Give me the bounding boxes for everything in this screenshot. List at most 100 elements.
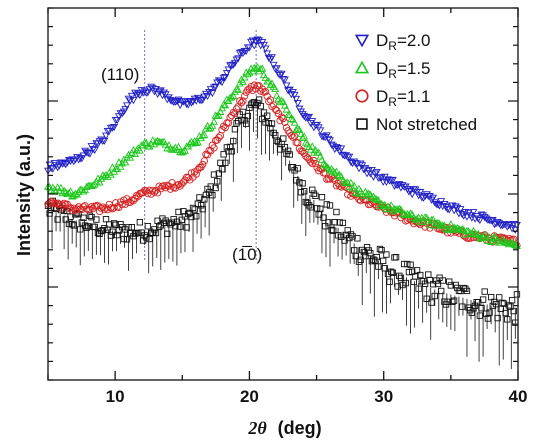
series-2	[44, 81, 521, 250]
data-point	[406, 209, 415, 217]
data-point	[459, 225, 468, 233]
data-point	[277, 96, 286, 104]
data-point	[243, 120, 250, 127]
data-point	[174, 96, 183, 104]
data-point	[108, 124, 117, 132]
data-point	[116, 162, 125, 170]
data-point	[444, 298, 451, 306]
data-point	[80, 214, 87, 221]
data-point	[396, 272, 403, 280]
data-point	[280, 76, 289, 84]
data-point	[371, 170, 380, 178]
data-point	[113, 165, 122, 173]
data-point	[463, 287, 471, 295]
data-point	[275, 138, 282, 146]
data-point	[280, 135, 287, 142]
data-point	[290, 91, 299, 99]
data-point	[192, 138, 201, 147]
data-point	[380, 257, 387, 265]
series-1	[44, 63, 521, 250]
data-point	[64, 188, 73, 197]
annotation-110: (110)	[101, 65, 139, 84]
data-point	[406, 187, 415, 195]
data-point	[421, 213, 430, 221]
legend-marker	[354, 60, 370, 74]
data-point	[321, 161, 330, 169]
data-point	[491, 298, 498, 306]
data-point	[224, 66, 233, 74]
data-point	[267, 125, 274, 132]
data-point	[474, 215, 483, 223]
data-point	[237, 99, 246, 107]
data-point	[475, 217, 484, 225]
data-point	[489, 302, 496, 310]
data-point	[65, 220, 73, 227]
data-point	[388, 268, 395, 275]
data-point	[445, 206, 454, 214]
data-point	[241, 117, 248, 124]
data-point	[467, 214, 476, 222]
data-point	[434, 201, 442, 209]
data-point	[373, 253, 380, 261]
reference-lines	[144, 30, 257, 261]
data-point	[287, 114, 296, 122]
data-point	[447, 282, 455, 289]
data-point	[263, 112, 271, 119]
data-point	[338, 233, 345, 241]
data-point	[299, 180, 306, 187]
legend: DR=2.0 DR=1.5 DR=1.1 Not stretched	[354, 31, 477, 134]
data-point	[232, 85, 241, 93]
legend-label: DR=1.5	[376, 59, 431, 81]
data-point	[354, 235, 361, 242]
data-point	[303, 114, 312, 122]
data-point	[318, 194, 326, 201]
data-point	[100, 205, 109, 214]
data-point	[281, 143, 289, 151]
data-point	[428, 299, 435, 306]
legend-item-2: DR=1.1	[355, 87, 431, 109]
data-point	[82, 182, 91, 190]
data-point	[374, 196, 383, 204]
data-point	[216, 131, 225, 140]
legend-label: DR=1.1	[376, 87, 431, 109]
data-point	[410, 278, 417, 286]
data-point	[199, 160, 207, 169]
data-point	[51, 204, 58, 212]
data-point	[356, 160, 365, 168]
data-point	[79, 187, 88, 195]
data-point	[144, 223, 152, 230]
data-point	[490, 232, 499, 240]
data-point	[485, 233, 494, 241]
data-point	[311, 159, 320, 168]
data-point	[488, 234, 497, 242]
data-point	[287, 131, 295, 140]
data-point	[322, 162, 331, 170]
data-point	[192, 170, 200, 178]
data-point	[189, 204, 197, 212]
data-point	[55, 187, 64, 195]
data-point	[405, 268, 413, 276]
data-point	[504, 240, 513, 248]
data-point	[135, 146, 144, 154]
data-point	[472, 230, 481, 239]
data-point	[508, 238, 517, 246]
data-point	[333, 208, 340, 216]
data-point	[247, 38, 256, 46]
data-point	[197, 97, 206, 105]
data-point	[255, 37, 264, 45]
data-point	[182, 100, 191, 109]
data-point	[345, 153, 354, 161]
data-point	[312, 192, 319, 200]
data-points	[44, 36, 521, 370]
data-point	[276, 71, 285, 80]
data-point	[160, 182, 168, 190]
data-point	[379, 202, 388, 210]
data-point	[201, 90, 210, 99]
data-point	[89, 181, 98, 189]
data-point	[355, 258, 363, 265]
data-point	[500, 300, 508, 307]
data-point	[479, 296, 487, 303]
data-point	[432, 201, 441, 209]
data-point	[372, 195, 381, 203]
data-point	[344, 227, 351, 234]
